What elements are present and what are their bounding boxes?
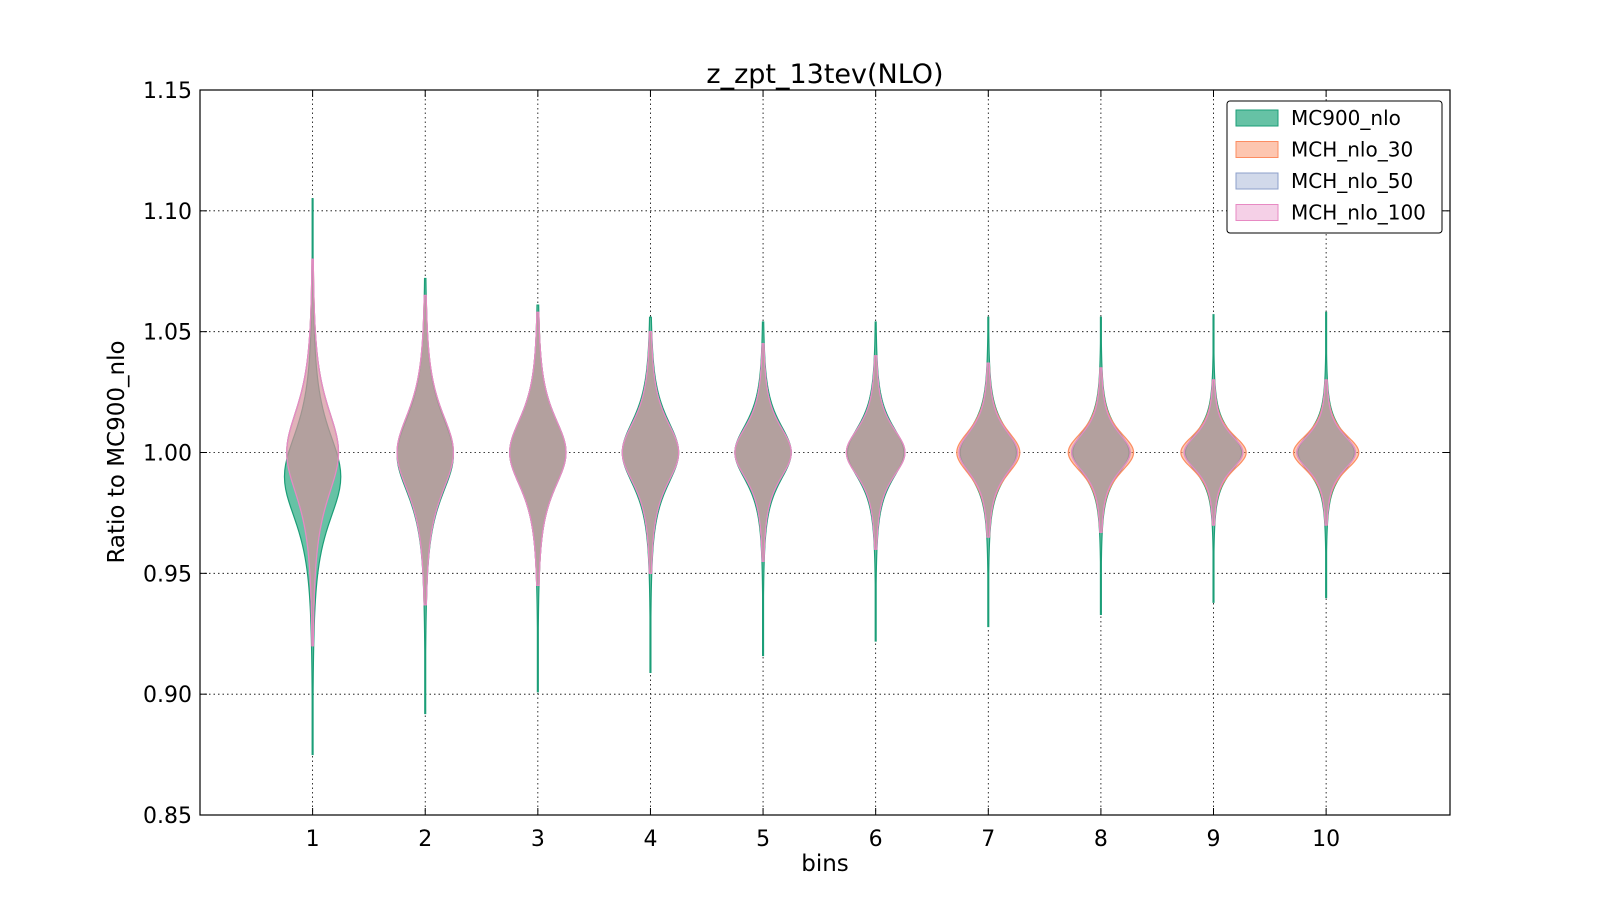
violin-MCH_nlo_100-bin-10: [1296, 379, 1357, 526]
x-tick-label: 1: [306, 827, 320, 852]
violin-MCH_nlo_100-bin-7: [958, 362, 1019, 538]
x-tick-label: 10: [1312, 827, 1340, 852]
y-tick-label: 0.85: [143, 804, 192, 829]
legend-swatch-MCH_nlo_30: [1235, 141, 1279, 158]
legend-swatch-MCH_nlo_50: [1235, 172, 1279, 190]
violin-MCH_nlo_100-bin-5: [734, 343, 792, 562]
y-tick-label: 1.10: [143, 200, 192, 225]
legend: MC900_nlo MCH_nlo_30 MCH_nlo_50 MCH_nlo_100: [1226, 100, 1443, 234]
legend-swatch-MCH_nlo_100: [1235, 204, 1279, 221]
violin-MCH_nlo_100-bin-4: [621, 331, 680, 574]
violin-MCH_nlo_100-bin-3: [509, 311, 567, 587]
legend-frame: [1226, 100, 1443, 234]
x-tick-label: 4: [643, 827, 657, 852]
violin-MCH_nlo_100-bin-9: [1183, 379, 1244, 526]
axis-ticks: 0.85 0.90 0.95 1.00 1.05 1.10 1.15 1 2 3 4 5 6 7 8 9 10: [143, 79, 1450, 852]
legend-label-MCH_nlo_50: MCH_nlo_50: [1291, 169, 1413, 193]
y-tick-label: 1.00: [143, 442, 192, 467]
x-tick-label: 6: [869, 827, 883, 852]
x-tick-label: 9: [1207, 827, 1221, 852]
y-tick-label: 1.15: [143, 79, 192, 104]
legend-label-MC900_nlo: MC900_nlo: [1291, 106, 1401, 130]
violin-MCH_nlo_100-bin-1: [286, 258, 340, 647]
y-tick-label: 1.05: [143, 321, 192, 346]
y-axis-label: Ratio to MC900_nlo: [104, 340, 130, 563]
x-tick-label: 3: [531, 827, 545, 852]
legend-label-MCH_nlo_30: MCH_nlo_30: [1291, 138, 1413, 162]
legend-swatch-MC900_nlo: [1235, 109, 1279, 127]
x-axis-label: bins: [801, 851, 849, 877]
violin-MCH_nlo_100-bin-6: [845, 355, 906, 550]
y-tick-label: 0.90: [143, 683, 192, 708]
x-tick-label: 5: [756, 827, 770, 852]
chart-title: z_zpt_13tev(NLO): [706, 59, 943, 90]
violin-MCH_nlo_100-bin-2: [396, 294, 454, 606]
x-tick-label: 2: [418, 827, 432, 852]
x-tick-label: 8: [1094, 827, 1108, 852]
violins: [283, 198, 1360, 756]
violin-MCH_nlo_100-bin-8: [1071, 367, 1131, 533]
series-MCH_nlo_100: [286, 258, 1357, 647]
y-tick-label: 0.95: [143, 562, 192, 587]
legend-label-MCH_nlo_100: MCH_nlo_100: [1291, 201, 1426, 225]
x-tick-label: 7: [981, 827, 995, 852]
